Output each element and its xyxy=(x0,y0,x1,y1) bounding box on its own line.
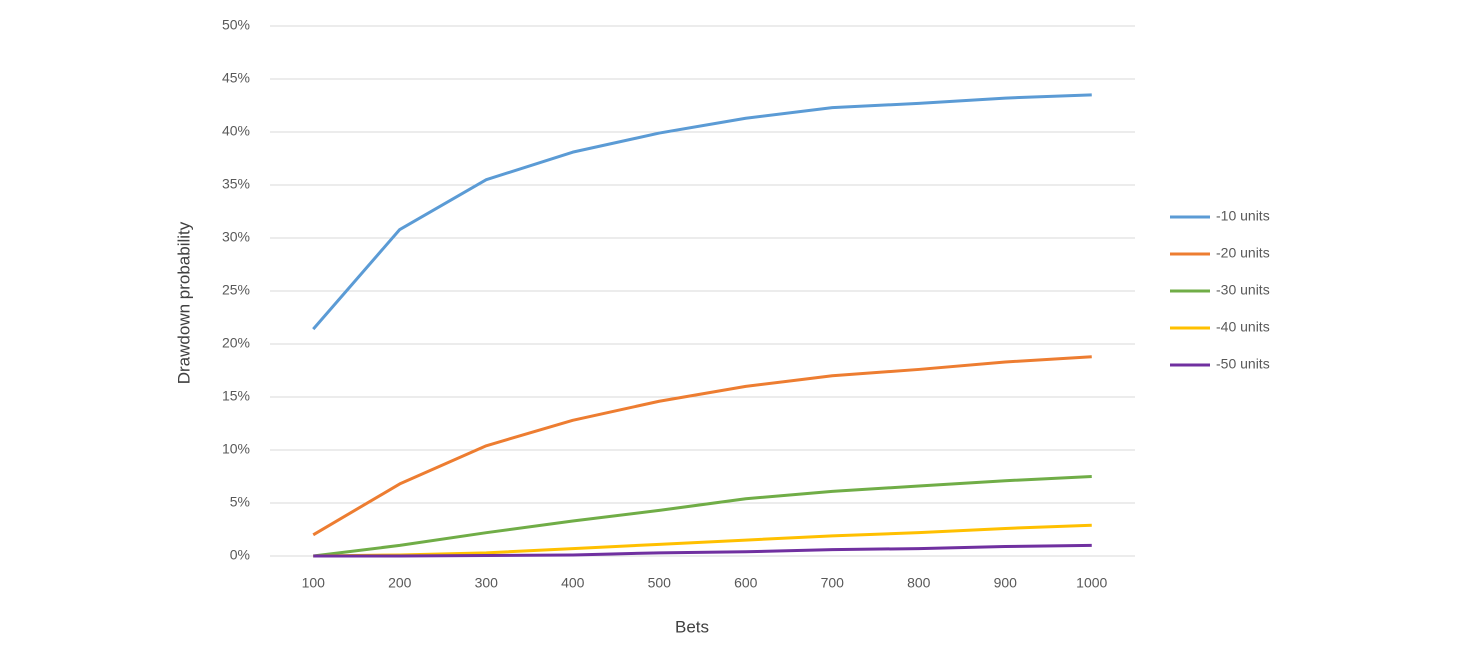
y-tick-label: 20% xyxy=(222,335,250,351)
x-tick-label: 800 xyxy=(907,575,931,591)
y-tick-label: 50% xyxy=(222,17,250,33)
x-tick-label: 500 xyxy=(648,575,672,591)
x-tick-label: 1000 xyxy=(1076,575,1107,591)
legend-label: -10 units xyxy=(1216,208,1270,224)
y-tick-label: 45% xyxy=(222,70,250,86)
legend-label: -20 units xyxy=(1216,245,1270,261)
x-tick-label: 600 xyxy=(734,575,758,591)
series-line xyxy=(312,93,1092,331)
series-line xyxy=(313,475,1092,558)
y-axis-title: Drawdown probability xyxy=(174,221,193,384)
series-line xyxy=(313,543,1092,558)
x-tick-label: 100 xyxy=(302,575,326,591)
y-tick-label: 30% xyxy=(222,229,250,245)
x-tick-label: 900 xyxy=(994,575,1018,591)
y-tick-label: 35% xyxy=(222,176,250,192)
legend-label: -50 units xyxy=(1216,356,1270,372)
y-tick-label: 10% xyxy=(222,441,250,457)
y-tick-label: 0% xyxy=(230,547,250,563)
series-line xyxy=(313,523,1092,558)
y-tick-label: 40% xyxy=(222,123,250,139)
x-tick-label: 200 xyxy=(388,575,412,591)
legend-label: -30 units xyxy=(1216,282,1270,298)
legend-label: -40 units xyxy=(1216,319,1270,335)
x-tick-label: 400 xyxy=(561,575,585,591)
x-axis-title: Bets xyxy=(675,617,709,636)
x-tick-label: 300 xyxy=(475,575,499,591)
y-tick-label: 25% xyxy=(222,282,250,298)
y-tick-label: 5% xyxy=(230,494,250,510)
series-line xyxy=(312,355,1092,537)
x-tick-label: 700 xyxy=(821,575,845,591)
y-tick-label: 15% xyxy=(222,388,250,404)
